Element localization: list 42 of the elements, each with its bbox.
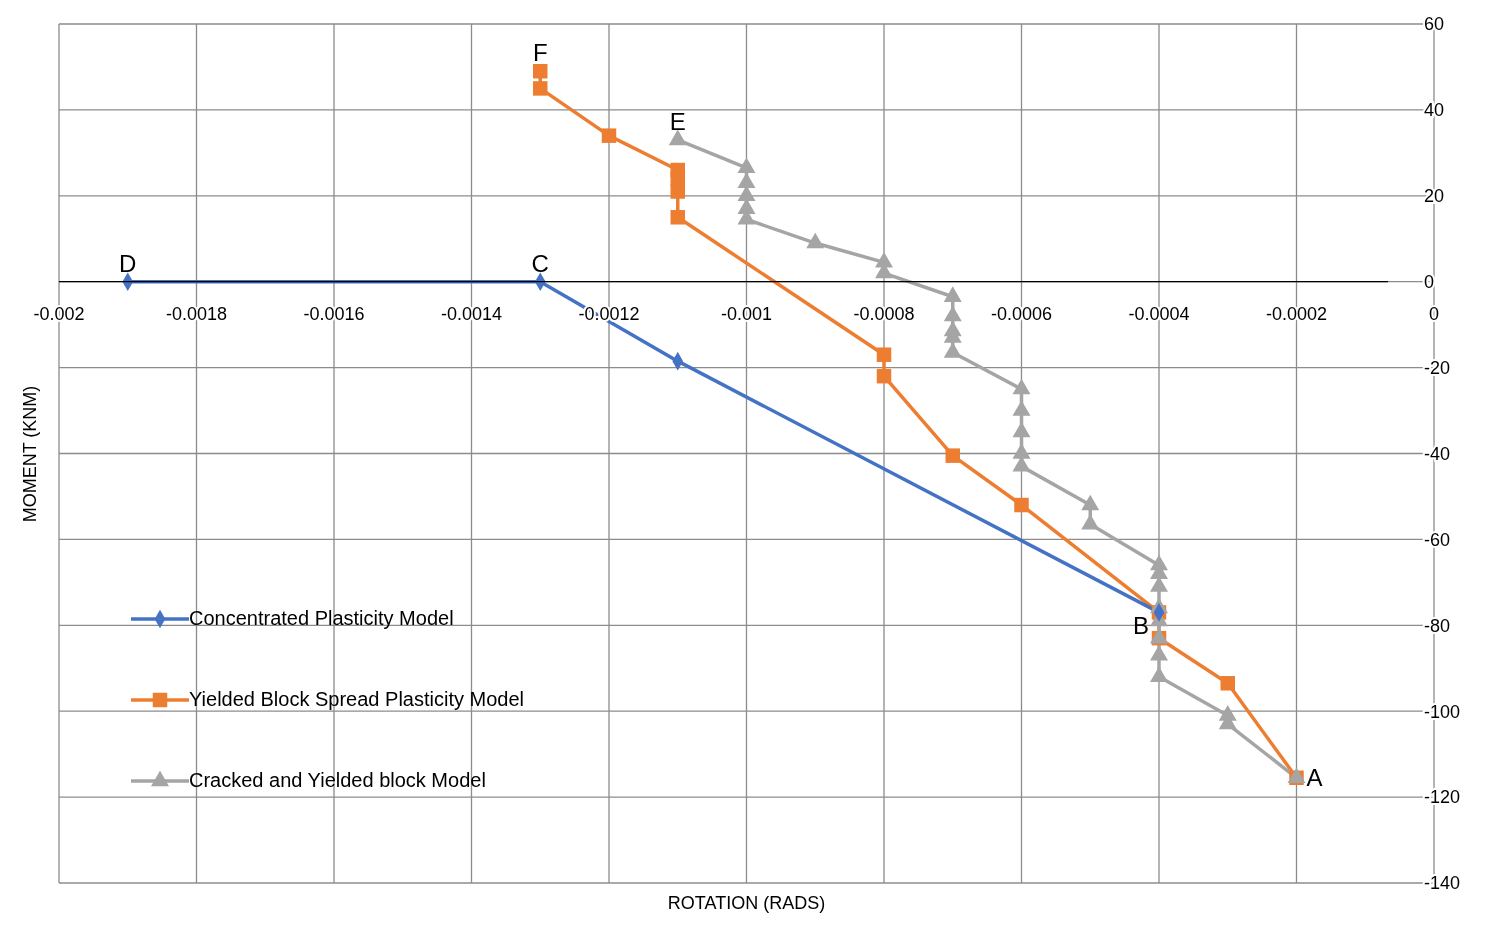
legend-label: Yielded Block Spread Plasticity Model: [189, 688, 524, 711]
point: [875, 251, 893, 268]
x-tick-label: -0.0008: [853, 303, 915, 324]
point: [1012, 378, 1031, 395]
annotation: D: [119, 249, 137, 277]
y-tick-label: -140: [1424, 873, 1461, 894]
y-tick-label: -20: [1424, 357, 1451, 378]
point: [1081, 494, 1100, 511]
y-tick-label: 60: [1424, 14, 1445, 35]
annotation: A: [1306, 764, 1323, 792]
y-tick-label: -80: [1424, 615, 1451, 636]
x-tick-label: -0.0014: [440, 303, 503, 324]
legend-label: Cracked and Yielded block Model: [189, 769, 486, 792]
y-tick-label: -120: [1424, 787, 1461, 808]
x-tick-label: -0.002: [33, 303, 85, 324]
x-tick-label: -0.0016: [303, 303, 365, 324]
point: [1150, 554, 1168, 571]
annotation: E: [669, 107, 686, 135]
y-tick-label: -100: [1424, 701, 1461, 722]
x-tick-label: -0.0004: [1128, 303, 1190, 324]
y-tick-label: 0: [1424, 272, 1435, 293]
x-axis-title: ROTATION (RADS): [667, 893, 826, 913]
annotation: F: [532, 39, 548, 67]
point: [943, 286, 962, 302]
y-axis-title: MOMENT (KNM): [19, 385, 41, 522]
point: [943, 342, 962, 358]
y-tick-label: -60: [1424, 529, 1451, 550]
x-tick-label: -0.0006: [990, 303, 1053, 324]
annotation: B: [1132, 611, 1149, 639]
x-tick-label: -0.001: [720, 303, 773, 324]
y-tick-label: -40: [1424, 443, 1451, 464]
x-tick-label: -0.0002: [1265, 303, 1328, 324]
point: [737, 157, 756, 174]
point: [806, 232, 825, 249]
legend-label: Concentrated Plasticity Model: [189, 607, 454, 630]
x-tick-label: -0.0018: [165, 303, 228, 324]
y-tick-label: 40: [1424, 100, 1445, 121]
point: [1150, 644, 1168, 661]
annotation: C: [531, 249, 549, 277]
point: [1218, 705, 1237, 721]
y-tick-label: 20: [1424, 186, 1445, 207]
point: [668, 129, 687, 146]
